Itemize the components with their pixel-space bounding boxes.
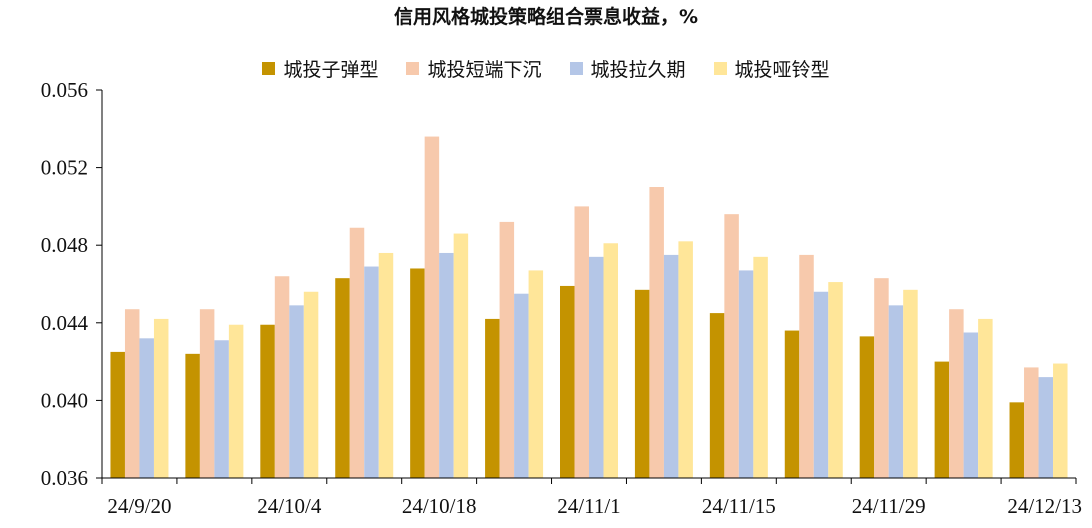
legend-item-short-sink: 城投短端下沉 — [406, 55, 542, 82]
bar — [574, 206, 589, 478]
bar — [274, 276, 290, 478]
y-tick-label: 0.036 — [41, 466, 88, 490]
bar — [709, 313, 725, 478]
bar — [378, 252, 394, 478]
bar — [859, 336, 875, 478]
bar — [589, 256, 604, 478]
bar — [335, 278, 350, 478]
bar — [649, 187, 664, 478]
bar — [560, 285, 575, 478]
bar — [528, 270, 544, 478]
bar — [1024, 367, 1039, 478]
bar — [349, 227, 365, 478]
bar — [199, 309, 215, 478]
bar — [678, 241, 693, 478]
bar — [724, 214, 739, 478]
legend-label-long-duration: 城投拉久期 — [590, 59, 686, 81]
legend-item-barbell: 城投哑铃型 — [713, 55, 830, 82]
bar — [738, 270, 754, 478]
bar — [439, 252, 454, 478]
y-tick-label: 0.056 — [41, 78, 88, 102]
x-tick-label: 24/11/1 — [557, 494, 620, 518]
bar — [934, 361, 950, 478]
bar — [153, 318, 169, 478]
bar — [799, 254, 814, 478]
bar — [514, 293, 529, 478]
chart-legend: 城投子弹型 城投短端下沉 城投拉久期 城投哑铃型 — [0, 55, 1092, 82]
bar — [139, 338, 154, 478]
bar — [888, 305, 904, 478]
x-tick-label: 24/10/18 — [402, 494, 477, 518]
x-tick-label: 24/10/4 — [257, 494, 322, 518]
x-tick-label: 24/12/13 — [1007, 494, 1082, 518]
legend-swatch-long-duration — [569, 62, 583, 75]
bar — [603, 243, 618, 478]
bar — [978, 318, 993, 478]
legend-swatch-short-sink — [406, 62, 420, 75]
bar — [364, 266, 379, 478]
bar — [1009, 402, 1025, 478]
x-tick-label: 24/11/29 — [852, 494, 926, 518]
bar — [903, 289, 918, 478]
bar — [214, 340, 229, 478]
bar — [963, 332, 979, 478]
bar — [784, 330, 800, 478]
bar — [303, 291, 319, 478]
y-tick-label: 0.048 — [41, 233, 88, 257]
bar — [1038, 377, 1054, 478]
bar — [453, 233, 469, 478]
bar — [813, 291, 829, 478]
bar — [485, 318, 500, 478]
bar — [124, 309, 140, 478]
bar — [185, 353, 200, 478]
bar — [753, 256, 768, 478]
bar — [634, 289, 650, 478]
bar — [828, 282, 843, 478]
bar — [663, 254, 679, 478]
bar — [874, 278, 889, 478]
y-tick-label: 0.052 — [41, 156, 88, 180]
legend-item-bullet: 城投子弹型 — [262, 55, 378, 82]
y-tick-label: 0.040 — [41, 388, 88, 412]
bar — [260, 324, 275, 478]
legend-swatch-bullet — [262, 62, 276, 75]
y-tick-label: 0.044 — [41, 311, 89, 335]
bar — [424, 136, 440, 478]
bar — [110, 351, 125, 478]
legend-label-short-sink: 城投短端下沉 — [427, 59, 542, 81]
bar — [1053, 363, 1068, 478]
bar — [410, 268, 425, 478]
x-tick-label: 24/11/15 — [702, 494, 776, 518]
legend-label-bullet: 城投子弹型 — [283, 59, 379, 81]
bar — [949, 309, 964, 478]
bar — [499, 221, 515, 479]
x-tick-label: 24/9/20 — [107, 494, 171, 518]
bar — [228, 324, 244, 478]
legend-item-long-duration: 城投拉久期 — [569, 55, 686, 82]
legend-swatch-barbell — [713, 62, 727, 75]
chart-title: 信用风格城投策略组合票息收益，% — [393, 6, 699, 28]
legend-label-barbell: 城投哑铃型 — [734, 59, 830, 81]
bar — [289, 305, 304, 478]
